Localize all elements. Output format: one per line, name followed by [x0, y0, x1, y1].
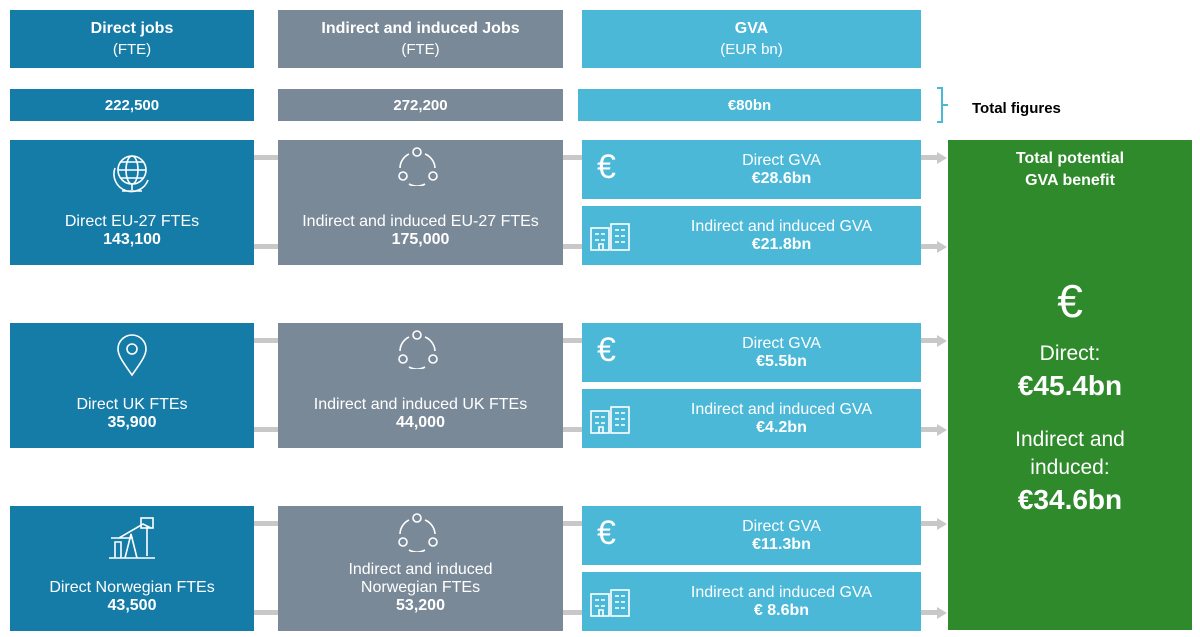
connector: [563, 155, 582, 160]
connector: [921, 521, 937, 526]
arrow-head: [937, 606, 947, 619]
column-unit: (FTE): [401, 41, 440, 58]
direct-value: 35,900: [107, 414, 157, 431]
direct-label: Direct UK FTEs: [76, 396, 188, 413]
gva-value: € 8.6bn: [753, 601, 810, 619]
gva-label: Indirect and induced GVA: [690, 583, 873, 601]
cycle-icon: [398, 330, 438, 369]
gva-value: €4.2bn: [756, 418, 807, 436]
column-header: Indirect and induced Jobs (FTE): [278, 10, 563, 68]
connector: [921, 427, 937, 432]
euro-icon: €: [597, 148, 616, 186]
indirect-value: 53,200: [396, 597, 445, 614]
column-title: Direct jobs: [90, 20, 174, 37]
cycle-icon: [398, 147, 438, 186]
connector: [254, 155, 278, 160]
direct-box: Direct Norwegian FTEs 43,500: [10, 506, 254, 631]
direct-label: Direct Norwegian FTEs: [49, 579, 215, 596]
location-icon: [117, 334, 147, 377]
connector: [921, 338, 937, 343]
arrow-head: [937, 517, 947, 530]
euro-icon: €: [597, 514, 616, 552]
location-icon: [109, 517, 155, 559]
connector: [254, 427, 278, 432]
indirect-box: Indirect and induced UK FTEs 44,000: [278, 323, 563, 448]
indirect-label: Indirect and induced UK FTEs: [313, 396, 528, 413]
gva-direct-box: Direct GVA €11.3bn: [582, 506, 921, 565]
arrow-head: [937, 240, 947, 253]
gva-value: €28.6bn: [751, 169, 812, 187]
column-title: GVA: [734, 20, 769, 37]
indirect-label: Indirect and induced Norwegian FTEs: [348, 561, 493, 596]
column-header: Direct jobs (FTE): [10, 10, 254, 68]
building-icon: [590, 589, 630, 617]
indirect-box: Indirect and induced EU-27 FTEs 175,000: [278, 140, 563, 265]
connector: [254, 610, 278, 615]
connector: [921, 155, 937, 160]
gva-direct-box: Direct GVA €5.5bn: [582, 323, 921, 382]
column-header: GVA (EUR bn): [582, 10, 921, 68]
direct-label: Direct EU-27 FTEs: [64, 213, 200, 230]
benefit-direct-value: €45.4bn: [1017, 370, 1123, 401]
gva-label: Direct GVA: [742, 151, 821, 169]
gva-label: Direct GVA: [742, 334, 821, 352]
connector: [563, 427, 582, 432]
indirect-value: 44,000: [396, 414, 445, 431]
bracket: [937, 87, 948, 123]
arrow-head: [937, 151, 947, 164]
connector: [254, 244, 278, 249]
total-box: €80bn: [578, 89, 921, 121]
gva-direct-box: Direct GVA €28.6bn: [582, 140, 921, 199]
indirect-box: Indirect and induced Norwegian FTEs 53,20…: [278, 506, 563, 631]
gva-label: Indirect and induced GVA: [690, 400, 873, 418]
connector: [563, 521, 582, 526]
column-unit: (EUR bn): [720, 41, 783, 58]
benefit-box: Total potential GVA benefit € Direct: €45.4…: [948, 140, 1192, 630]
column-unit: (FTE): [112, 41, 152, 58]
total-value: 222,500: [104, 96, 160, 114]
gva-indirect-box: Indirect and induced GVA €21.8bn: [582, 206, 921, 265]
gva-value: €21.8bn: [751, 235, 812, 253]
benefit-direct-label: Direct:: [1039, 342, 1101, 365]
connector: [254, 521, 278, 526]
total-value: 272,200: [393, 96, 448, 114]
total-box: 272,200: [278, 89, 563, 121]
gva-indirect-box: Indirect and induced GVA €4.2bn: [582, 389, 921, 448]
connector: [921, 610, 937, 615]
connector: [921, 244, 937, 249]
benefit-euro: €: [1057, 275, 1083, 327]
direct-value: 43,500: [107, 597, 157, 614]
location-icon: [113, 155, 149, 193]
total-box: 222,500: [10, 89, 254, 121]
arrow-head: [937, 334, 947, 347]
indirect-value: 175,000: [391, 231, 450, 248]
gva-indirect-box: Indirect and induced GVA € 8.6bn: [582, 572, 921, 631]
indirect-label: Indirect and induced EU-27 FTEs: [302, 213, 539, 230]
direct-box: Direct EU-27 FTEs 143,100: [10, 140, 254, 265]
connector: [254, 338, 278, 343]
arrow-head: [937, 423, 947, 436]
gva-label: Indirect and induced GVA: [690, 217, 873, 235]
building-icon: [590, 223, 630, 251]
direct-value: 143,100: [103, 231, 161, 248]
benefit-indirect-value: €34.6bn: [1017, 484, 1123, 515]
gva-value: €11.3bn: [752, 535, 811, 553]
connector: [563, 338, 582, 343]
cycle-icon: [398, 513, 438, 552]
benefit-indirect-label: Indirect and induced:: [1015, 428, 1125, 479]
gva-value: €5.5bn: [756, 352, 807, 370]
gva-label: Direct GVA: [742, 517, 821, 535]
euro-icon: €: [597, 331, 616, 369]
benefit-title: Total potential GVA benefit: [1015, 150, 1125, 189]
connector: [563, 244, 582, 249]
connector: [563, 610, 582, 615]
total-label: Total figures: [972, 100, 1061, 117]
total-value: €80bn: [727, 96, 772, 114]
building-icon: [590, 406, 630, 434]
column-title: Indirect and induced Jobs: [321, 20, 520, 37]
